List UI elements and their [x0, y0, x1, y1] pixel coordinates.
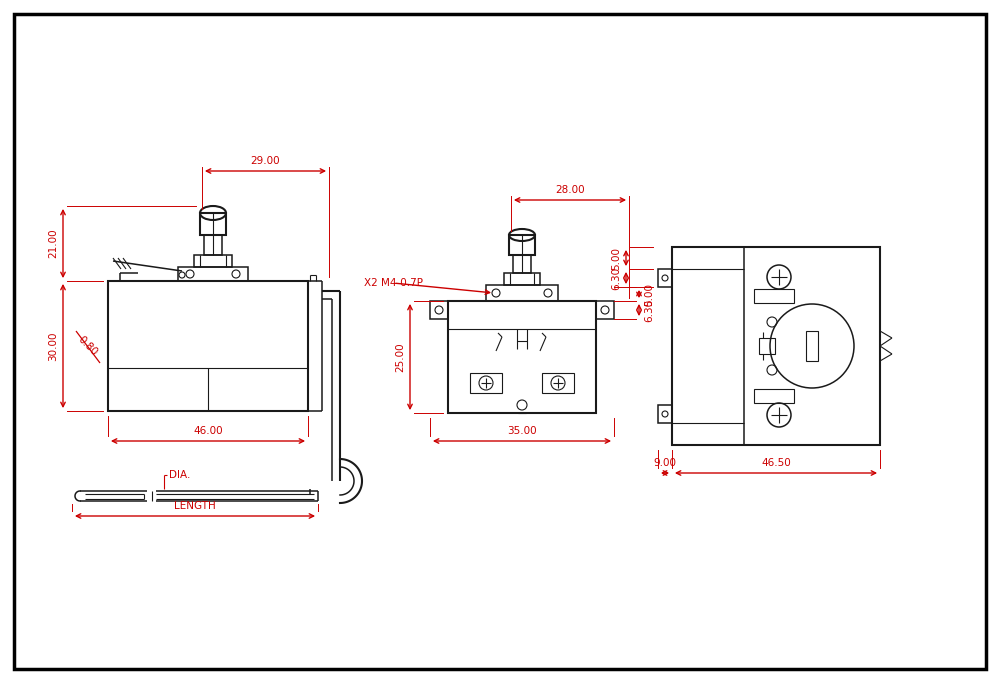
Text: 29.00: 29.00: [251, 156, 280, 166]
Bar: [204, 235, 222, 255]
Text: 6.30: 6.30: [644, 298, 654, 322]
Text: LENGTH: LENGTH: [174, 501, 216, 511]
Bar: [806, 331, 818, 361]
Text: 5.00: 5.00: [611, 247, 621, 270]
Bar: [504, 273, 540, 285]
Text: 30.00: 30.00: [48, 331, 58, 361]
Text: 21.00: 21.00: [48, 229, 58, 258]
Bar: [542, 373, 574, 393]
Text: 25.00: 25.00: [395, 342, 405, 372]
Bar: [509, 235, 535, 255]
Bar: [672, 247, 880, 445]
Text: 9.00: 9.00: [654, 458, 676, 468]
Bar: [658, 269, 672, 287]
Text: 35.00: 35.00: [507, 426, 537, 436]
Text: 46.50: 46.50: [761, 458, 791, 468]
Text: 5.00: 5.00: [644, 283, 654, 305]
Text: 28.00: 28.00: [555, 185, 585, 195]
Text: X2 M4-0.7P: X2 M4-0.7P: [364, 278, 423, 288]
Bar: [430, 301, 448, 319]
Bar: [194, 255, 232, 267]
Bar: [108, 281, 308, 411]
Bar: [754, 289, 794, 303]
Text: DIA.: DIA.: [169, 470, 190, 480]
Bar: [470, 373, 502, 393]
Bar: [658, 405, 672, 423]
Bar: [178, 267, 248, 281]
Bar: [754, 389, 794, 403]
Text: 0.80: 0.80: [76, 335, 100, 358]
Text: 6.30: 6.30: [611, 266, 621, 290]
Bar: [759, 338, 775, 354]
Bar: [513, 255, 531, 273]
Bar: [448, 301, 596, 413]
Text: 46.00: 46.00: [193, 426, 223, 436]
Bar: [596, 301, 614, 319]
Bar: [486, 285, 558, 301]
Bar: [200, 213, 226, 235]
